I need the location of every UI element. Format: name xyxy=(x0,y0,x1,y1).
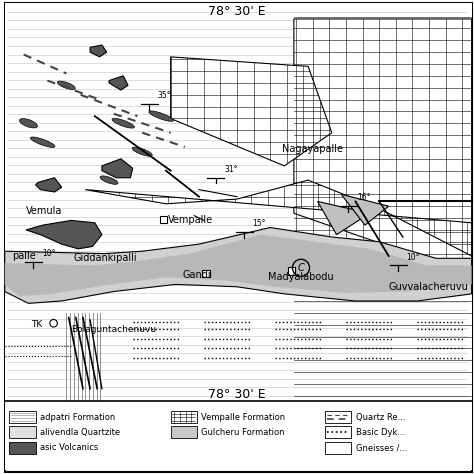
Text: Guvvalacheruvu: Guvvalacheruvu xyxy=(389,282,469,292)
Text: 10°: 10° xyxy=(42,249,55,258)
Bar xyxy=(5,401,472,470)
Ellipse shape xyxy=(112,118,135,128)
Text: TK: TK xyxy=(31,320,42,329)
Text: 16°: 16° xyxy=(357,193,370,202)
Polygon shape xyxy=(90,45,107,57)
Polygon shape xyxy=(318,201,370,235)
Text: Gneisses /...: Gneisses /... xyxy=(356,444,407,452)
Bar xyxy=(9,442,36,454)
Polygon shape xyxy=(102,159,133,178)
Bar xyxy=(9,411,36,423)
Bar xyxy=(171,427,197,438)
Ellipse shape xyxy=(149,111,173,121)
Bar xyxy=(9,427,36,438)
Text: Vempalle: Vempalle xyxy=(168,215,213,226)
Text: alivendla Quartzite: alivendla Quartzite xyxy=(40,428,120,437)
Ellipse shape xyxy=(30,137,55,147)
Bar xyxy=(171,411,197,423)
Polygon shape xyxy=(36,178,62,192)
Text: 35°: 35° xyxy=(158,91,172,100)
Ellipse shape xyxy=(57,81,75,90)
Bar xyxy=(202,270,210,277)
Text: Nagayapalle: Nagayapalle xyxy=(282,144,343,155)
Text: 78° 30' E: 78° 30' E xyxy=(208,5,266,18)
Text: 10°: 10° xyxy=(407,253,420,262)
Text: 31°: 31° xyxy=(224,165,237,174)
Text: palle: palle xyxy=(12,251,36,261)
Bar xyxy=(325,411,351,423)
Bar xyxy=(160,216,167,223)
Polygon shape xyxy=(341,194,389,225)
Text: 15°: 15° xyxy=(253,219,266,228)
Text: Gandi: Gandi xyxy=(182,270,211,280)
Text: Basic Dyk...: Basic Dyk... xyxy=(356,428,405,437)
Text: Gulcheru Formation: Gulcheru Formation xyxy=(201,428,285,437)
Polygon shape xyxy=(171,57,332,166)
Bar xyxy=(288,267,295,275)
Bar xyxy=(5,3,472,401)
Bar xyxy=(325,442,351,454)
Text: Madyalabodu: Madyalabodu xyxy=(268,272,333,283)
Text: C: C xyxy=(298,263,304,273)
Ellipse shape xyxy=(19,118,37,128)
Polygon shape xyxy=(294,19,472,275)
Ellipse shape xyxy=(100,176,118,184)
Text: Vemula: Vemula xyxy=(26,206,63,216)
Text: Quartz Re...: Quartz Re... xyxy=(356,413,405,421)
Polygon shape xyxy=(5,228,472,303)
Text: 78° 30' E: 78° 30' E xyxy=(208,388,266,401)
Text: Giddankipalli: Giddankipalli xyxy=(73,253,137,264)
Text: Vempalle Formation: Vempalle Formation xyxy=(201,413,285,421)
Text: asic Volcanics: asic Volcanics xyxy=(40,444,99,452)
Polygon shape xyxy=(109,76,128,90)
Polygon shape xyxy=(85,180,472,256)
Text: Bolaguntachenuvu: Bolaguntachenuvu xyxy=(71,325,156,334)
Bar xyxy=(5,3,472,401)
Polygon shape xyxy=(26,220,102,249)
Ellipse shape xyxy=(132,147,152,156)
Bar xyxy=(325,427,351,438)
Polygon shape xyxy=(5,235,472,296)
Text: adpatri Formation: adpatri Formation xyxy=(40,413,116,421)
